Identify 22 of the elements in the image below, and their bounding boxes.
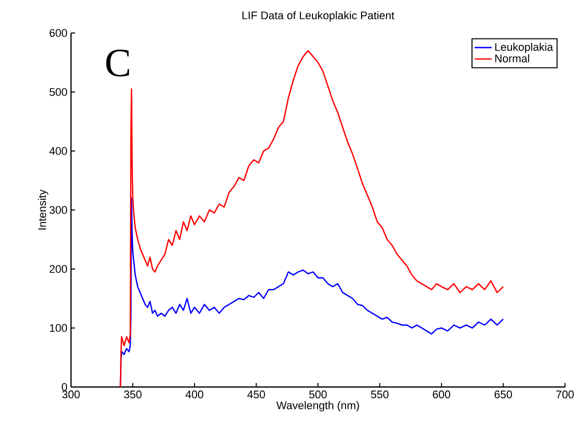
x-tick-label: 700: [556, 390, 574, 398]
y-tick-label: 400: [49, 147, 68, 155]
x-tick-label: 350: [124, 390, 142, 398]
y-tick-label: 100: [50, 324, 68, 332]
y-tick-label: 500: [50, 88, 68, 96]
annotation: C: [106, 50, 130, 77]
legend-label: Normal: [495, 54, 530, 62]
x-tick-label: 450: [247, 390, 265, 398]
y-tick-label: 300: [50, 206, 68, 214]
x-tick-label: 550: [371, 390, 388, 398]
x-tick-label: 400: [186, 390, 204, 398]
chart-title: LIF Data of Leukoplakic Patient: [242, 11, 394, 22]
x-tick-label: 600: [432, 390, 450, 398]
y-tick-label: 0: [62, 383, 68, 391]
y-tick-label: 600: [50, 29, 68, 37]
legend-label: Leukoplakia: [495, 42, 554, 54]
y-axis-title: Intensity: [38, 190, 48, 230]
x-tick-label: 500: [309, 390, 327, 398]
x-tick-label: 300: [62, 390, 80, 398]
x-tick-label: 650: [494, 390, 512, 398]
x-axis-title: Wavelength (nm): [276, 401, 359, 412]
y-tick-label: 200: [50, 265, 68, 273]
